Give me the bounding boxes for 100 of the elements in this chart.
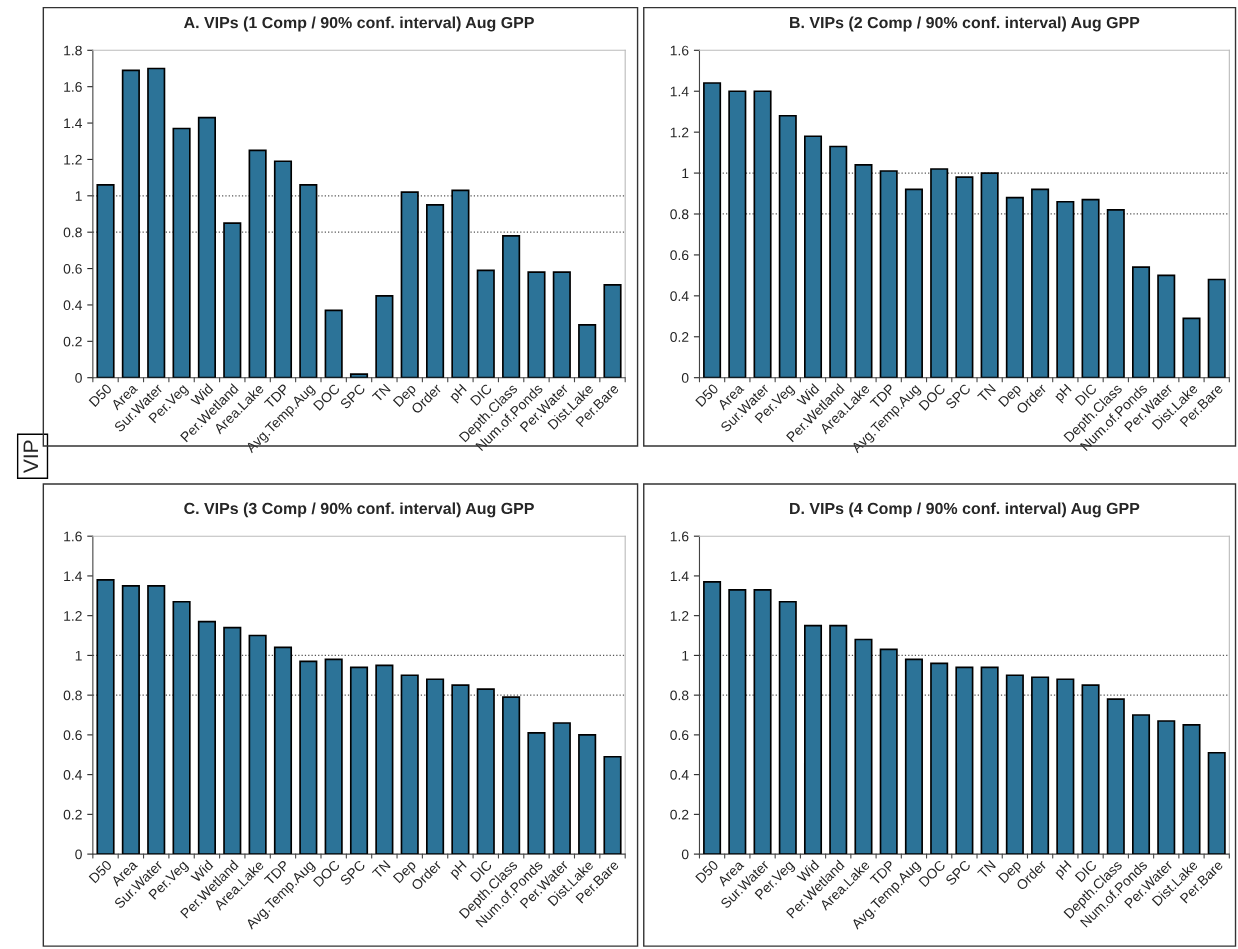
bar bbox=[197, 620, 216, 855]
bar bbox=[299, 660, 318, 855]
bar bbox=[96, 184, 115, 378]
y-tick-label: 1 bbox=[75, 191, 82, 201]
bar bbox=[1056, 678, 1075, 855]
bar bbox=[223, 222, 242, 378]
y-tick-label: 1.6 bbox=[670, 45, 689, 56]
bar bbox=[1106, 209, 1125, 378]
y-tick-label: 0.6 bbox=[63, 730, 82, 741]
y-tick-label: 0.8 bbox=[670, 209, 689, 220]
bar bbox=[1005, 674, 1024, 855]
x-tick-label: TN bbox=[371, 860, 391, 879]
y-tick-label: 0.4 bbox=[670, 291, 689, 302]
y-axis-title: VIP bbox=[23, 440, 38, 473]
bar bbox=[375, 664, 394, 855]
bar bbox=[425, 204, 445, 378]
bar bbox=[955, 666, 974, 855]
bar bbox=[1131, 266, 1151, 378]
y-tick-label: 0.2 bbox=[670, 332, 689, 342]
bar bbox=[273, 160, 293, 378]
bar bbox=[349, 373, 369, 378]
x-tick-label: D50 bbox=[695, 859, 719, 884]
bar bbox=[578, 324, 597, 378]
chart-title: B. VIPs (2 Comp / 90% conf. interval) Aug GPP bbox=[790, 16, 1140, 32]
bar bbox=[879, 648, 898, 855]
y-tick-label: 0.6 bbox=[670, 250, 689, 261]
bar bbox=[1157, 274, 1176, 378]
bar bbox=[829, 145, 848, 378]
bar bbox=[121, 69, 140, 378]
y-tick-label: 1.4 bbox=[64, 118, 83, 129]
bar bbox=[96, 579, 115, 855]
y-tick-label: 1.2 bbox=[670, 127, 689, 138]
chart-title: A. VIPs (1 Comp / 90% conf. interval) Aug GPP bbox=[183, 16, 534, 32]
y-tick-label: 0 bbox=[75, 849, 82, 860]
bar bbox=[829, 624, 848, 855]
bar bbox=[273, 646, 293, 855]
bar bbox=[904, 188, 923, 378]
bar bbox=[930, 168, 949, 378]
bar bbox=[753, 90, 772, 378]
y-tick-label: 0 bbox=[75, 373, 82, 383]
chart-title: D. VIPs (4 Comp / 90% conf. interval) Aug GPP bbox=[790, 502, 1140, 518]
bar bbox=[1207, 278, 1226, 378]
y-tick-label: 0 bbox=[681, 373, 689, 383]
bar bbox=[930, 662, 949, 855]
bar bbox=[502, 696, 521, 855]
bar bbox=[451, 684, 470, 855]
y-tick-label: 1 bbox=[75, 650, 82, 661]
x-tick-label: D50 bbox=[695, 383, 719, 407]
bar bbox=[703, 82, 722, 378]
bar bbox=[476, 269, 495, 378]
bar bbox=[248, 634, 267, 855]
y-tick-label: 1.2 bbox=[64, 611, 82, 621]
bar bbox=[980, 172, 999, 378]
y-tick-label: 1 bbox=[682, 168, 689, 179]
bar bbox=[904, 658, 923, 855]
bar bbox=[172, 600, 191, 855]
bar bbox=[299, 184, 318, 378]
y-tick-label: 1.4 bbox=[670, 86, 689, 97]
bar bbox=[1031, 188, 1050, 378]
bar bbox=[425, 678, 445, 855]
y-tick-label: 1 bbox=[682, 650, 689, 661]
bar bbox=[1081, 198, 1100, 378]
bar bbox=[172, 127, 191, 378]
bar bbox=[1056, 200, 1075, 378]
bar bbox=[121, 585, 140, 855]
bar bbox=[1031, 676, 1050, 855]
bar bbox=[778, 600, 797, 855]
bar bbox=[552, 271, 571, 378]
x-tick-label: D50 bbox=[88, 383, 113, 407]
y-tick-label: 1.8 bbox=[64, 45, 82, 56]
bar bbox=[753, 588, 772, 855]
bar bbox=[324, 658, 343, 855]
y-tick-label: 0.8 bbox=[63, 227, 82, 238]
y-tick-label: 0.6 bbox=[670, 730, 689, 741]
y-tick-label: 0.6 bbox=[63, 263, 82, 274]
x-tick-label: TN bbox=[977, 860, 996, 879]
y-tick-label: 1.2 bbox=[670, 611, 689, 621]
bar bbox=[728, 90, 747, 378]
x-tick-label: D50 bbox=[88, 859, 113, 884]
bar bbox=[476, 688, 495, 855]
y-tick-label: 0.8 bbox=[63, 690, 82, 701]
bar bbox=[400, 674, 419, 855]
bar bbox=[197, 116, 216, 378]
bar bbox=[147, 585, 166, 855]
bar bbox=[778, 114, 797, 378]
bar bbox=[1005, 196, 1024, 378]
x-tick-label: TN bbox=[371, 383, 391, 403]
bar bbox=[502, 234, 521, 378]
bar bbox=[400, 191, 419, 378]
bar bbox=[854, 164, 873, 378]
y-tick-label: 0.4 bbox=[63, 769, 83, 780]
bar bbox=[527, 732, 546, 855]
x-tick-label: TN bbox=[977, 383, 996, 403]
bar bbox=[552, 722, 571, 855]
y-tick-label: 0.2 bbox=[63, 336, 82, 347]
bar bbox=[728, 588, 747, 855]
bar bbox=[1182, 317, 1201, 378]
y-tick-label: 1.4 bbox=[64, 571, 83, 581]
y-tick-label: 0.8 bbox=[670, 690, 689, 701]
y-tick-label: 1.2 bbox=[64, 154, 82, 165]
